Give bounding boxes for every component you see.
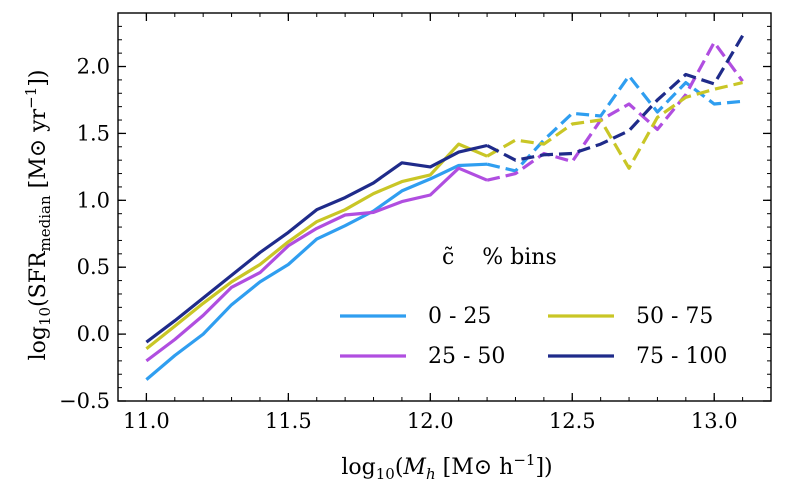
series-dashed-line-0-25 [486, 74, 743, 173]
y-tick-label: 2.0 [77, 55, 110, 79]
x-tick-label: 12.0 [407, 409, 454, 433]
series-line-25-50 [145, 166, 488, 363]
legend-title: c̃ % bins [442, 245, 557, 270]
legend: c̃ % bins 0 - 25 25 - 50 50 - 75 75 - 10… [340, 245, 727, 369]
series-dashed-line-50-75 [486, 81, 743, 170]
series-line-75-100 [145, 143, 488, 344]
series-line-50-75 [145, 142, 488, 351]
y-tick-label: 1.5 [77, 121, 110, 145]
series-line-0-25 [145, 162, 488, 381]
x-axis-label: log10(Mh [M⊙ h−1]) [341, 451, 552, 483]
axis-ticks [118, 12, 772, 402]
x-tick-label: 12.5 [549, 409, 596, 433]
x-tick-label: 11.0 [123, 409, 170, 433]
x-tick-label: 11.5 [265, 409, 312, 433]
legend-label: 75 - 100 [636, 344, 727, 369]
y-tick-label: 1.0 [77, 188, 110, 212]
y-axis-label: log10(SFRmedian [M⊙ yr−1]) [22, 70, 54, 361]
legend-entry: 75 - 100 [548, 344, 727, 369]
legend-entry: 25 - 50 [340, 344, 505, 369]
legend-label: 0 - 25 [428, 304, 491, 329]
tick-labels: 11.0 11.5 12.0 12.5 13.0 −0.5 0.0 0.5 1.0 1.5 2.0 [59, 55, 738, 433]
y-tick-label: 0.0 [77, 322, 110, 346]
legend-label: 50 - 75 [636, 304, 713, 329]
plot-frame [117, 12, 772, 402]
x-tick-label: 13.0 [691, 409, 738, 433]
series-dashed-line-25-50 [486, 40, 744, 182]
legend-entry: 50 - 75 [548, 304, 713, 329]
plot-lines [145, 34, 744, 381]
legend-entry: 0 - 25 [340, 304, 491, 329]
legend-label: 25 - 50 [428, 344, 505, 369]
series-dashed-line-75-100 [486, 34, 744, 162]
y-tick-label: −0.5 [59, 389, 110, 413]
y-tick-label: 0.5 [77, 255, 110, 279]
